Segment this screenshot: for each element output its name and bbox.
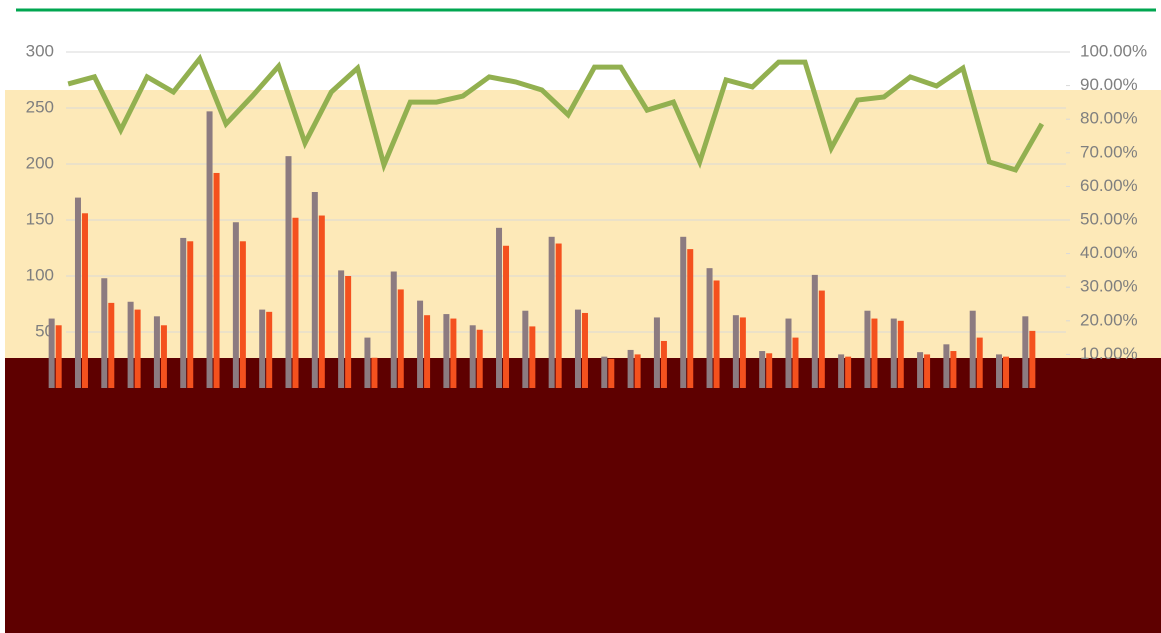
bar	[522, 310, 529, 388]
y2-tick-label: 70.00%	[1080, 142, 1138, 161]
bar	[450, 318, 457, 388]
y2-tick-label: 60.00%	[1080, 176, 1138, 195]
bar	[1003, 356, 1010, 388]
bar	[706, 268, 713, 388]
bar	[503, 245, 510, 388]
bar	[397, 289, 404, 388]
dark-overlay	[5, 358, 1161, 633]
bar	[969, 310, 976, 388]
bar	[917, 352, 924, 388]
bar	[818, 290, 825, 388]
bar	[739, 317, 746, 388]
y2-tick-label: 40.00%	[1080, 243, 1138, 262]
bar	[732, 315, 739, 388]
bar	[785, 318, 792, 388]
bar	[134, 309, 141, 388]
bar	[890, 318, 897, 388]
bar	[213, 172, 220, 388]
bar	[713, 280, 720, 388]
y-tick-label: 300	[26, 41, 54, 60]
bar	[345, 276, 352, 388]
bar	[996, 354, 1003, 388]
y2-tick-label: 20.00%	[1080, 310, 1138, 329]
y2-tick-label: 30.00%	[1080, 277, 1138, 296]
bar	[476, 329, 483, 388]
bar	[232, 222, 239, 388]
bar	[496, 227, 503, 388]
bar	[555, 243, 562, 388]
bar	[976, 337, 983, 388]
bar	[285, 156, 292, 388]
bar	[897, 320, 904, 388]
bar	[318, 215, 325, 388]
bar	[811, 274, 818, 388]
bar	[160, 325, 167, 388]
bar	[292, 217, 299, 388]
y2-tick-label: 10.00%	[1080, 344, 1138, 363]
bar	[627, 349, 634, 388]
bar	[443, 314, 450, 388]
bar	[266, 311, 273, 388]
bar	[759, 351, 766, 388]
y2-tick-label: 90.00%	[1080, 75, 1138, 94]
bar	[338, 270, 345, 388]
y-tick-label: 100	[26, 265, 54, 284]
bar	[924, 354, 931, 388]
bar	[74, 197, 81, 388]
y2-tick-label: 80.00%	[1080, 109, 1138, 128]
bar	[766, 353, 773, 388]
bar	[55, 325, 62, 388]
bar	[574, 309, 581, 388]
bar	[634, 354, 641, 388]
bar	[548, 236, 555, 388]
bar	[424, 315, 431, 388]
bar	[601, 356, 608, 388]
bar	[81, 213, 88, 388]
bar	[529, 326, 536, 388]
bar	[660, 340, 667, 388]
bar	[845, 356, 852, 388]
bar	[187, 241, 194, 388]
bar	[687, 249, 694, 388]
bar	[364, 337, 371, 388]
bar	[206, 111, 213, 389]
bar	[1029, 330, 1036, 388]
y2-tick-label: 50.00%	[1080, 209, 1138, 228]
bar	[127, 301, 134, 388]
line-series	[67, 53, 1045, 173]
bar	[469, 325, 476, 388]
bar	[417, 300, 424, 388]
bar	[653, 317, 660, 388]
bar	[108, 302, 115, 388]
bar	[101, 278, 108, 388]
bar	[792, 337, 799, 388]
bar	[838, 354, 845, 388]
bar	[871, 318, 878, 388]
y-tick-label: 200	[26, 153, 54, 172]
y2-tick-label: 100.00%	[1080, 41, 1147, 60]
y-tick-label: 250	[26, 97, 54, 116]
bar	[48, 318, 55, 388]
bar	[581, 312, 588, 388]
bar	[180, 237, 187, 388]
bar	[864, 310, 871, 388]
bar	[153, 316, 160, 388]
bar	[259, 309, 266, 388]
bar	[680, 236, 687, 388]
bar	[1022, 316, 1029, 388]
bar	[390, 271, 397, 388]
bar	[311, 192, 318, 388]
bar	[943, 344, 950, 388]
y-tick-label: 150	[26, 209, 54, 228]
bar	[239, 241, 246, 388]
bar	[950, 351, 957, 388]
bar	[608, 358, 615, 388]
bar	[371, 357, 378, 388]
